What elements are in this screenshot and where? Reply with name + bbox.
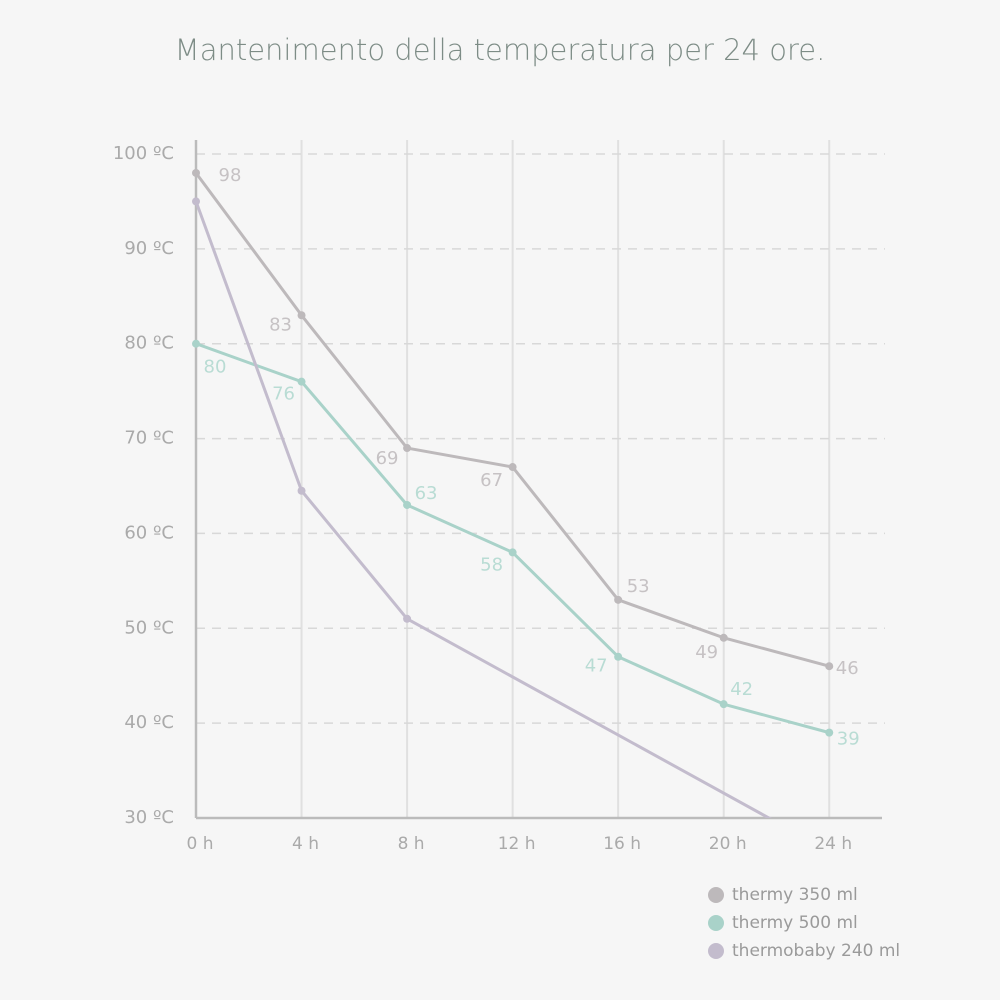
series [196,200,773,818]
data-label: 63 [415,483,438,504]
data-label: 67 [480,470,503,491]
legend-marker [708,887,724,903]
data-label: 98 [219,165,242,186]
x-tick-label: 20 h [709,834,747,854]
point [297,311,306,320]
legend-label: thermy 350 ml [732,885,858,905]
line [196,200,773,818]
point [825,662,834,671]
x-tick-label: 0 h [187,834,214,854]
point [297,377,306,386]
legend-label: thermy 500 ml [732,913,858,933]
chart-title: Mantenimento della temperatura per 24 or… [175,33,826,67]
point [403,444,412,453]
data-label: 83 [269,314,292,335]
point [297,486,306,495]
data-label: 53 [627,576,650,597]
point [614,652,623,661]
point [508,463,517,472]
legend-marker [708,915,724,931]
point [192,197,200,206]
y-tick-label: 100 ºC [113,143,174,164]
data-label: 47 [585,656,608,677]
point [719,633,728,642]
data-label: 46 [836,658,859,679]
point [403,614,412,623]
point [719,700,728,709]
legend-label: thermobaby 240 ml [732,941,900,961]
x-tick-label: 4 h [292,834,319,854]
data-label: 58 [480,554,503,575]
x-tick-label: 12 h [498,834,536,854]
point [825,728,834,737]
point [192,339,200,348]
data-label: 69 [376,448,399,469]
x-tick-label: 8 h [398,834,425,854]
data-label: 39 [837,729,860,750]
x-tick-label: 16 h [603,834,641,854]
data-label: 49 [695,642,718,663]
data-label: 80 [204,357,227,378]
point [508,548,517,557]
y-tick-label: 40 ºC [124,712,174,733]
y-tick-label: 60 ºC [124,522,174,543]
y-tick-label: 50 ºC [124,617,174,638]
y-tick-label: 80 ºC [124,333,174,354]
data-label: 42 [730,679,753,700]
point [192,168,200,177]
x-tick-label: 24 h [814,834,852,854]
point [403,500,412,509]
y-tick-label: 30 ºC [124,807,174,828]
data-label: 76 [272,384,295,405]
point [614,595,623,604]
y-tick-label: 70 ºC [124,428,174,449]
y-tick-label: 90 ºC [124,238,174,259]
legend-marker [708,943,724,959]
